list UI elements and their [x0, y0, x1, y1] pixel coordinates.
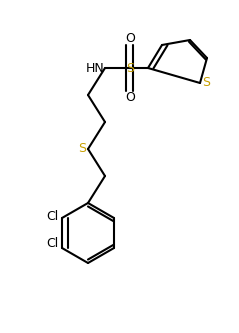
Text: S: S [126, 62, 134, 75]
Text: S: S [78, 143, 86, 156]
Text: Cl: Cl [47, 237, 59, 250]
Text: O: O [125, 32, 135, 45]
Text: O: O [125, 91, 135, 104]
Text: Cl: Cl [47, 209, 59, 222]
Text: HN: HN [86, 62, 105, 75]
Text: S: S [202, 77, 210, 90]
